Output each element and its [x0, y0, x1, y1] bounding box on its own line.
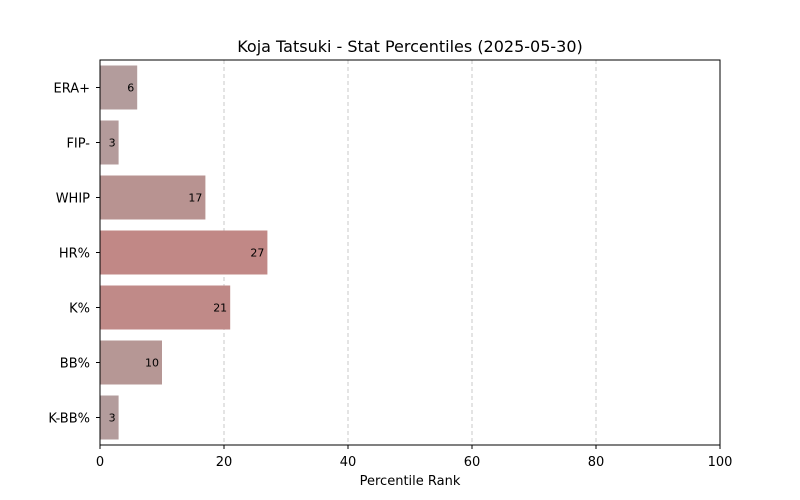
y-tick-label: K% [69, 302, 90, 317]
bars-group [100, 65, 268, 440]
bar [100, 230, 268, 275]
bar [100, 120, 119, 165]
y-axis-ticks: ERA+ FIP- WHIP HR% K% BB% K-BB% [48, 82, 100, 427]
bar-value-label: 6 [127, 82, 134, 95]
bar [100, 395, 119, 440]
bar-value-label: 3 [109, 137, 116, 150]
x-tick-label: 40 [340, 455, 357, 470]
bar-value-label: 3 [109, 412, 116, 425]
bar-value-labels: 6 3 17 27 21 10 3 [109, 82, 265, 425]
bar [100, 340, 162, 385]
bar [100, 175, 206, 220]
x-axis-ticks: 0 20 40 60 80 100 [96, 445, 733, 470]
bar [100, 65, 138, 110]
y-tick-label: FIP- [66, 137, 90, 152]
x-tick-label: 0 [96, 455, 104, 470]
bar-value-label: 21 [213, 302, 227, 315]
bar-value-label: 27 [250, 247, 264, 260]
x-tick-label: 80 [588, 455, 605, 470]
x-axis-title: Percentile Rank [360, 474, 461, 489]
chart-title: Koja Tatsuki - Stat Percentiles (2025-05… [237, 37, 583, 56]
x-tick-label: 60 [464, 455, 481, 470]
x-tick-label: 20 [216, 455, 233, 470]
x-tick-label: 100 [708, 455, 733, 470]
y-tick-label: HR% [59, 247, 90, 262]
bar-value-label: 17 [188, 192, 202, 205]
y-tick-label: K-BB% [48, 412, 90, 427]
y-tick-label: ERA+ [53, 82, 90, 97]
bar-value-label: 10 [145, 357, 159, 370]
y-tick-label: WHIP [56, 192, 90, 207]
bar [100, 285, 231, 330]
y-tick-label: BB% [60, 357, 90, 372]
